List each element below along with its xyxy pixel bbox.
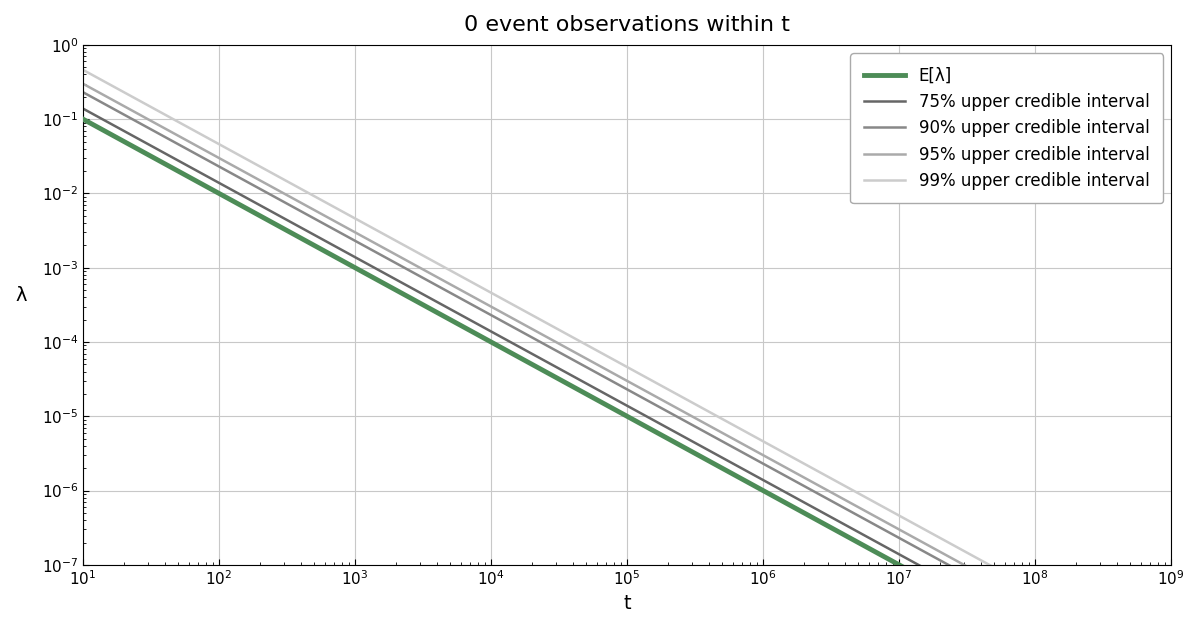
95% upper credible interval bbox=[665, 401, 679, 409]
99% upper credible interval bbox=[593, 349, 607, 356]
75% upper credible interval bbox=[967, 592, 982, 600]
75% upper credible interval bbox=[76, 105, 90, 112]
E[λ] bbox=[76, 116, 90, 123]
99% upper credible interval bbox=[724, 420, 738, 428]
90% upper credible interval bbox=[967, 576, 982, 583]
75% upper credible interval bbox=[724, 458, 738, 466]
90% upper credible interval bbox=[76, 89, 90, 96]
Line: 99% upper credible interval: 99% upper credible interval bbox=[83, 70, 1171, 628]
90% upper credible interval bbox=[724, 442, 738, 450]
75% upper credible interval bbox=[593, 387, 607, 394]
E[λ] bbox=[599, 401, 613, 409]
Line: 90% upper credible interval: 90% upper credible interval bbox=[83, 92, 1171, 628]
Line: E[λ]: E[λ] bbox=[83, 119, 1171, 628]
75% upper credible interval bbox=[599, 391, 613, 398]
95% upper credible interval bbox=[593, 362, 607, 370]
X-axis label: t: t bbox=[623, 594, 631, 613]
90% upper credible interval bbox=[593, 371, 607, 378]
95% upper credible interval bbox=[599, 366, 613, 374]
E[λ] bbox=[724, 469, 738, 477]
90% upper credible interval bbox=[665, 410, 679, 418]
99% upper credible interval bbox=[76, 66, 90, 73]
95% upper credible interval bbox=[76, 80, 90, 87]
90% upper credible interval bbox=[599, 374, 613, 382]
Legend: E[λ], 75% upper credible interval, 90% upper credible interval, 95% upper credib: E[λ], 75% upper credible interval, 90% u… bbox=[851, 53, 1163, 203]
95% upper credible interval bbox=[967, 567, 982, 575]
E[λ] bbox=[967, 602, 982, 610]
Title: 0 event observations within t: 0 event observations within t bbox=[464, 15, 790, 35]
Y-axis label: λ: λ bbox=[14, 286, 26, 305]
99% upper credible interval bbox=[599, 352, 613, 359]
99% upper credible interval bbox=[665, 387, 679, 395]
75% upper credible interval bbox=[665, 426, 679, 434]
99% upper credible interval bbox=[967, 553, 982, 561]
E[λ] bbox=[593, 398, 607, 405]
Line: 75% upper credible interval: 75% upper credible interval bbox=[83, 109, 1171, 628]
95% upper credible interval bbox=[724, 434, 738, 441]
Line: 95% upper credible interval: 95% upper credible interval bbox=[83, 84, 1171, 628]
E[λ] bbox=[665, 437, 679, 445]
